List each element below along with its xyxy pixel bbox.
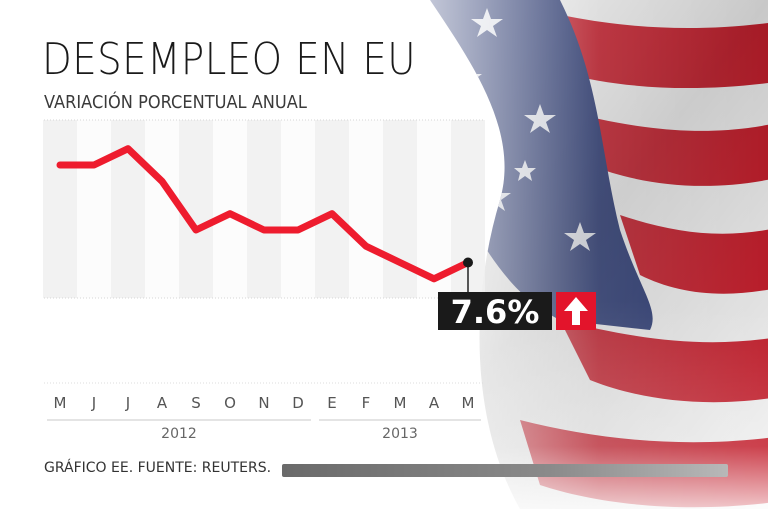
chart-grid-bands: [43, 120, 485, 298]
grid-band: [213, 120, 247, 298]
x-tick-label: J: [125, 394, 130, 412]
x-tick-label: A: [157, 394, 168, 412]
x-axis: M J J A S O N D E F M A M 2012 2013: [47, 394, 481, 442]
grid-band: [43, 120, 77, 298]
callout-value: 7.6%: [451, 293, 540, 331]
x-tick-label: M: [54, 394, 67, 412]
grid-band: [281, 120, 315, 298]
arrow-up-icon: [564, 297, 588, 325]
grid-band: [315, 120, 349, 298]
x-tick-label: D: [292, 394, 304, 412]
x-tick-label: J: [91, 394, 96, 412]
callout-label-bg: [438, 292, 552, 330]
x-tick-label: O: [224, 394, 236, 412]
x-tick-label: M: [462, 394, 475, 412]
callout-dot: [463, 257, 473, 268]
grid-band: [417, 120, 451, 298]
year-label: 2012: [161, 426, 197, 442]
x-tick-label: M: [394, 394, 407, 412]
x-tick-label: F: [362, 394, 371, 412]
grid-band: [77, 120, 111, 298]
chart-title: DESEMPLEO EN EU: [42, 34, 417, 85]
x-tick-label: N: [258, 394, 269, 412]
chart-subtitle: VARIACIÓN PORCENTUAL ANUAL: [44, 92, 307, 113]
grid-band: [145, 120, 179, 298]
grid-band: [247, 120, 281, 298]
footer-decorative-bar: [282, 464, 728, 477]
source-note: GRÁFICO EE. FUENTE: REUTERS.: [44, 460, 272, 476]
value-callout: 7.6%: [438, 257, 596, 331]
year-label: 2013: [382, 426, 418, 442]
x-tick-label: S: [191, 394, 201, 412]
grid-band: [349, 120, 383, 298]
x-tick-label: A: [429, 394, 440, 412]
x-tick-label: E: [327, 394, 336, 412]
